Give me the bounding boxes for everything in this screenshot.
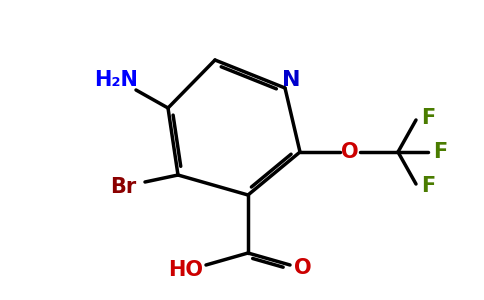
Text: Br: Br bbox=[110, 177, 136, 197]
Text: F: F bbox=[433, 142, 447, 162]
Text: HO: HO bbox=[168, 260, 203, 280]
Text: F: F bbox=[421, 108, 435, 128]
Text: O: O bbox=[341, 142, 359, 162]
Text: F: F bbox=[421, 176, 435, 196]
Text: H₂N: H₂N bbox=[94, 70, 138, 90]
Text: N: N bbox=[282, 70, 300, 90]
Text: O: O bbox=[294, 258, 312, 278]
